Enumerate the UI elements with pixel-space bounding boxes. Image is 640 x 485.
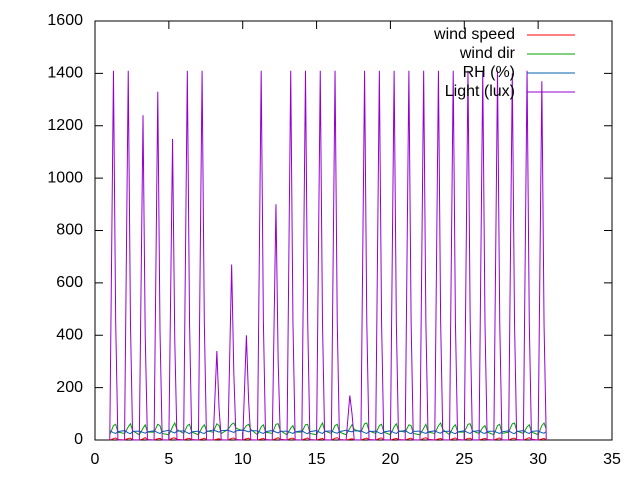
x-tick-label: 30 [529, 451, 547, 468]
x-tick-label: 10 [234, 451, 252, 468]
y-tick-label: 1200 [47, 117, 83, 134]
y-tick-label: 0 [74, 431, 83, 448]
legend-label: wind dir [459, 45, 516, 62]
legend-label: Light (lux) [445, 83, 515, 100]
data-line [109, 70, 547, 441]
legend-label: RH (%) [463, 64, 515, 81]
x-tick-label: 35 [603, 451, 621, 468]
y-tick-label: 200 [56, 379, 83, 396]
y-tick-label: 800 [56, 222, 83, 239]
x-tick-label: 20 [382, 451, 400, 468]
y-tick-label: 1000 [47, 169, 83, 186]
x-tick-label: 15 [308, 451, 326, 468]
x-tick-label: 0 [91, 451, 100, 468]
data-line [109, 429, 547, 435]
y-tick-label: 1600 [47, 12, 83, 29]
y-tick-label: 400 [56, 326, 83, 343]
y-tick-label: 1400 [47, 65, 83, 82]
x-tick-label: 5 [164, 451, 173, 468]
y-tick-label: 600 [56, 274, 83, 291]
x-tick-label: 25 [455, 451, 473, 468]
plot-frame [94, 20, 613, 441]
legend-label: wind speed [433, 26, 515, 43]
